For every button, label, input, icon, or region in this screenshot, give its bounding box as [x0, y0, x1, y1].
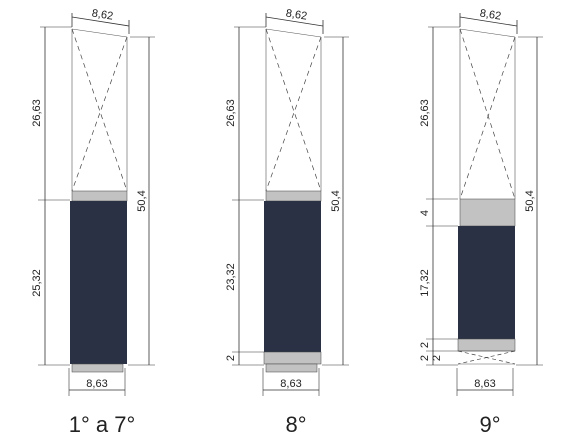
void-cross-line: [459, 36, 516, 200]
slab-height-label: 2: [419, 342, 431, 348]
grey-slab-top: [265, 190, 322, 202]
upper-height-label: 26,63: [225, 99, 237, 127]
slab-height-label: 2: [419, 355, 431, 361]
top-width-label: 8,62: [479, 7, 502, 22]
top-width-dim-line: [71, 16, 130, 27]
grey-slab-bottom: [265, 363, 318, 373]
lower-height-label: 17,32: [419, 269, 431, 297]
slab-height-label: 2: [225, 355, 237, 361]
floor-label: 9°: [479, 412, 500, 437]
lower-height-label: 25,32: [31, 269, 43, 297]
total-height-label: 50,4: [136, 190, 148, 211]
void-cross-line: [265, 28, 322, 192]
void-cross-line: [265, 36, 322, 192]
shaft-top-edge: [71, 28, 128, 38]
dark-block: [264, 201, 321, 352]
void-cross-line: [71, 36, 128, 192]
void-cross-line: [71, 28, 128, 192]
bottom-width-label: 8,63: [86, 378, 107, 390]
top-width-dim-line: [265, 16, 324, 27]
panel-floors-1-7: 8,62 26,63 25,32 50,4 8,63 1° a 7°: [31, 7, 155, 437]
slab-height-label: 2: [431, 355, 443, 361]
void-cross-line: [459, 28, 516, 200]
panel-floor-9: 8,62 26,63 4 17,32 2 2 2 50,4 8,6: [419, 7, 543, 437]
total-height-label: 50,4: [524, 190, 536, 211]
grey-slab-bottom: [71, 363, 124, 373]
bottom-width-label: 8,63: [474, 378, 495, 390]
shaft-top-edge: [459, 28, 516, 38]
panel-floor-8: 8,62 26,63 23,32 2 50,4 8,63 8°: [225, 7, 349, 437]
top-width-dim-line: [459, 16, 518, 27]
grey-slab-top: [71, 190, 128, 202]
grey-slab-lower: [263, 351, 322, 365]
top-width-label: 8,62: [91, 7, 114, 22]
total-height-label: 50,4: [330, 190, 342, 211]
grey-slab-lower: [457, 338, 516, 352]
void-cross-line: [457, 350, 516, 365]
floor-label: 8°: [285, 412, 306, 437]
bottom-width-label: 8,63: [280, 378, 301, 390]
slab-height-label: 4: [419, 210, 431, 216]
grey-slab-top: [459, 198, 516, 227]
floor-label: 1° a 7°: [69, 412, 136, 437]
shaft-top-edge: [265, 28, 322, 38]
top-width-label: 8,62: [285, 7, 308, 22]
upper-height-label: 26,63: [31, 99, 43, 127]
upper-height-label: 26,63: [419, 99, 431, 127]
lower-height-label: 23,32: [225, 263, 237, 291]
dark-block: [70, 201, 127, 364]
dark-block: [458, 226, 515, 339]
